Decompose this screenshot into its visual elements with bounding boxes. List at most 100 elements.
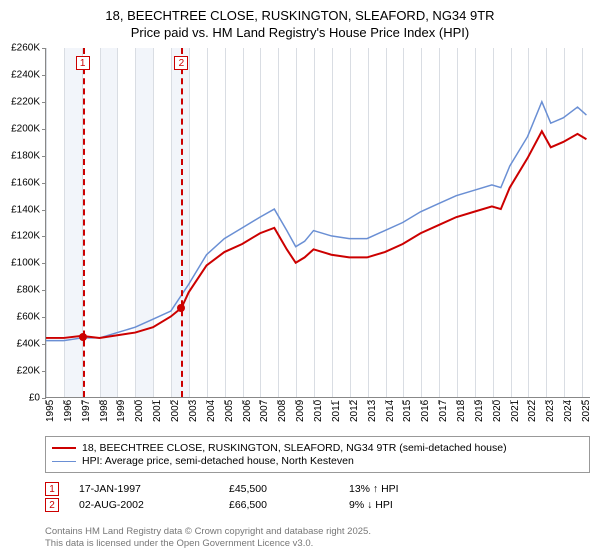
x-tick-label: 2021 [510, 400, 521, 422]
table-row: 202-AUG-2002£66,5009% ↓ HPI [45, 498, 590, 512]
row-marker: 2 [45, 498, 59, 512]
legend-row: 18, BEECHTREE CLOSE, RUSKINGTON, SLEAFOR… [52, 442, 583, 454]
row-pct: 9% ↓ HPI [349, 499, 469, 511]
x-tick-label: 2000 [134, 400, 145, 422]
x-tick-label: 2008 [277, 400, 288, 422]
y-tick [42, 102, 46, 103]
x-tick-label: 2013 [367, 400, 378, 422]
x-tick [242, 400, 243, 404]
x-tick [63, 400, 64, 404]
x-tick-label: 2004 [206, 400, 217, 422]
x-tick [385, 400, 386, 404]
x-tick-label: 2010 [313, 400, 324, 422]
marker-dot [177, 304, 185, 312]
footer-attribution: Contains HM Land Registry data © Crown c… [45, 526, 590, 550]
x-tick [81, 400, 82, 404]
title-address: 18, BEECHTREE CLOSE, RUSKINGTON, SLEAFOR… [10, 8, 590, 23]
legend-box: 18, BEECHTREE CLOSE, RUSKINGTON, SLEAFOR… [45, 436, 590, 473]
y-tick-label: £40K [17, 339, 40, 350]
x-tick-label: 2001 [152, 400, 163, 422]
x-tick-label: 1999 [116, 400, 127, 422]
x-tick-label: 2022 [527, 400, 538, 422]
x-tick [295, 400, 296, 404]
y-tick-label: £160K [11, 177, 40, 188]
x-tick-label: 2023 [545, 400, 556, 422]
x-tick-label: 2002 [170, 400, 181, 422]
row-date: 17-JAN-1997 [79, 483, 229, 495]
footer-line2: This data is licensed under the Open Gov… [45, 538, 590, 550]
y-tick [42, 210, 46, 211]
x-tick-label: 2018 [456, 400, 467, 422]
y-tick [42, 183, 46, 184]
y-tick-label: £180K [11, 150, 40, 161]
row-price: £45,500 [229, 483, 349, 495]
y-tick-label: £120K [11, 231, 40, 242]
x-tick [206, 400, 207, 404]
y-tick-label: £80K [17, 285, 40, 296]
chart-title: 18, BEECHTREE CLOSE, RUSKINGTON, SLEAFOR… [0, 0, 600, 44]
series-property [46, 131, 586, 338]
legend-label: 18, BEECHTREE CLOSE, RUSKINGTON, SLEAFOR… [82, 442, 507, 454]
x-tick-label: 1997 [81, 400, 92, 422]
y-tick [42, 156, 46, 157]
y-tick-label: £0 [29, 393, 40, 404]
x-tick [224, 400, 225, 404]
x-tick-label: 2015 [402, 400, 413, 422]
legend-row: HPI: Average price, semi-detached house,… [52, 455, 583, 467]
marker-label: 1 [76, 56, 90, 70]
table-row: 117-JAN-1997£45,50013% ↑ HPI [45, 482, 590, 496]
x-tick-label: 2006 [242, 400, 253, 422]
y-tick-label: £240K [11, 69, 40, 80]
y-tick [42, 263, 46, 264]
y-tick-label: £260K [11, 43, 40, 54]
x-tick-label: 1995 [45, 400, 56, 422]
y-tick [42, 48, 46, 49]
x-tick [402, 400, 403, 404]
x-tick [259, 400, 260, 404]
marker-line [83, 48, 85, 397]
x-tick [152, 400, 153, 404]
x-tick-label: 2019 [474, 400, 485, 422]
x-tick-label: 2016 [420, 400, 431, 422]
x-tick-label: 2017 [438, 400, 449, 422]
x-tick [563, 400, 564, 404]
x-tick-label: 2011 [331, 400, 342, 422]
x-tick [527, 400, 528, 404]
x-axis-labels: 1995 1996 1997 1998 1999 2000 2001 2002 2003 2004… [45, 400, 590, 440]
x-tick-label: 1996 [63, 400, 74, 422]
plot-area: 12 [45, 48, 590, 398]
x-tick [331, 400, 332, 404]
x-tick [170, 400, 171, 404]
x-tick [492, 400, 493, 404]
x-tick [367, 400, 368, 404]
title-subtitle: Price paid vs. HM Land Registry's House … [10, 25, 590, 40]
x-tick [116, 400, 117, 404]
x-tick-label: 1998 [99, 400, 110, 422]
y-axis-labels: £0£20K£40K£60K£80K£100K£120K£140K£160K£1… [0, 48, 43, 398]
marker-dot [79, 333, 87, 341]
x-tick [277, 400, 278, 404]
x-tick-label: 2009 [295, 400, 306, 422]
y-tick-label: £200K [11, 123, 40, 134]
chart-container: 18, BEECHTREE CLOSE, RUSKINGTON, SLEAFOR… [0, 0, 600, 560]
x-tick [456, 400, 457, 404]
transaction-table: 117-JAN-1997£45,50013% ↑ HPI 202-AUG-2002… [45, 480, 590, 514]
x-tick-label: 2024 [563, 400, 574, 422]
y-tick-label: £220K [11, 96, 40, 107]
x-tick [438, 400, 439, 404]
row-pct: 13% ↑ HPI [349, 483, 469, 495]
x-tick [188, 400, 189, 404]
y-tick-label: £60K [17, 312, 40, 323]
marker-label: 2 [174, 56, 188, 70]
y-tick [42, 290, 46, 291]
x-tick-label: 2003 [188, 400, 199, 422]
x-tick-label: 2020 [492, 400, 503, 422]
x-tick [134, 400, 135, 404]
x-tick [420, 400, 421, 404]
legend-swatch [52, 447, 76, 449]
x-tick [313, 400, 314, 404]
legend-swatch [52, 461, 76, 462]
y-tick [42, 344, 46, 345]
x-tick [99, 400, 100, 404]
y-tick [42, 371, 46, 372]
